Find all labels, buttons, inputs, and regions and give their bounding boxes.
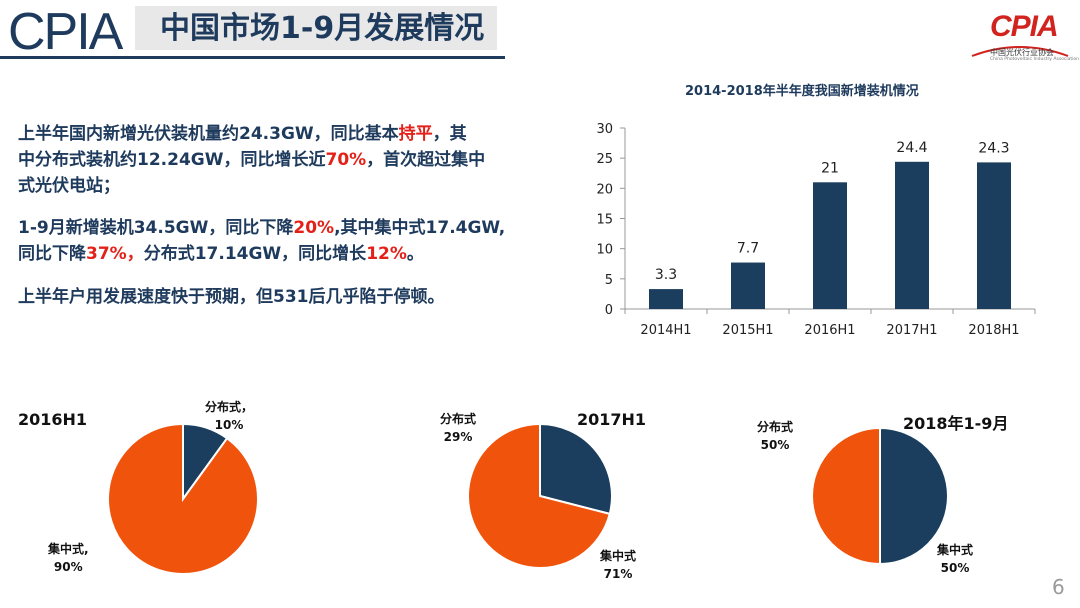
bar — [649, 289, 683, 309]
pie-label-centralized-2016: 集中式, 90% — [48, 540, 89, 576]
pie-label-centralized-2018: 集中式 50% — [937, 541, 973, 577]
x-tick-label: 2015H1 — [722, 323, 773, 338]
text: 同比下降 — [18, 244, 86, 264]
text: 中分布式装机约12.24GW，同比增长近 — [18, 150, 326, 170]
bar-value-label: 24.4 — [896, 140, 927, 156]
pie-slice — [467, 422, 611, 569]
x-tick-label: 2014H1 — [640, 323, 691, 338]
bar — [895, 161, 929, 309]
y-tick-label: 20 — [596, 182, 613, 197]
pie-slice — [539, 422, 613, 516]
y-tick-label: 30 — [596, 122, 613, 137]
slice-name: 集中式 — [600, 549, 637, 563]
text: 式光伏电站； — [18, 176, 120, 196]
text: 1-9月新增装机34.5GW，同比下降 — [18, 218, 294, 238]
cpia-logo: CPIA — [8, 3, 123, 61]
bar-chart-title: 2014-2018年半年度我国新增装机情况 — [685, 84, 919, 99]
pie-title-2018: 2018年1-9月 — [903, 414, 1009, 433]
slice-percent: 50% — [760, 438, 790, 452]
text: 。 — [406, 244, 424, 264]
pie-label-centralized-2017: 集中式 71% — [600, 547, 636, 583]
bar — [977, 162, 1011, 309]
y-tick-label: 0 — [605, 303, 613, 318]
pie-label-distributed-2018: 分布式 50% — [757, 418, 793, 454]
cpia-association-logo: CPIA — [990, 10, 1059, 43]
association-name: 中国光伏行业协会 — [990, 48, 1054, 57]
page-title: 中国市场1-9月发展情况 — [160, 11, 485, 46]
text: ，其 — [432, 124, 467, 144]
header-divider — [0, 56, 505, 59]
y-tick-label: 15 — [596, 213, 613, 228]
pie-label-distributed-2016: 分布式， 10% — [205, 398, 253, 434]
bar-value-label: 24.3 — [978, 140, 1009, 156]
text: 分布式17.14GW，同比增长 — [143, 244, 367, 264]
pie-label-distributed-2017: 分布式 29% — [440, 410, 476, 446]
logo-swoosh-icon — [971, 46, 1069, 57]
y-tick-label: 10 — [596, 243, 613, 258]
highlight-text: 37%， — [86, 244, 144, 264]
slice-name: 集中式 — [937, 543, 974, 557]
page-number: 6 — [1052, 575, 1065, 599]
pie-title-2017h1: 2017H1 — [577, 410, 647, 429]
highlight-text: 70% — [325, 150, 367, 170]
text: ，首次超过集中 — [366, 150, 486, 170]
x-tick-label: 2018H1 — [968, 323, 1019, 338]
slice-percent: 29% — [443, 430, 473, 444]
x-tick-label: 2017H1 — [886, 323, 937, 338]
x-tick-label: 2016H1 — [804, 323, 855, 338]
y-tick-label: 5 — [605, 273, 613, 288]
slice-percent: 71% — [603, 567, 633, 581]
bar-value-label: 3.3 — [655, 267, 677, 283]
slice-name: 集中式, — [48, 542, 89, 556]
pie-slice — [811, 426, 881, 566]
text: 上半年国内新增光伏装机量约24.3GW，同比基本 — [18, 124, 399, 144]
pie-slice — [879, 426, 949, 566]
bar-chart: 0 5 10 15 20 25 30 3.3 2014H1 7.7 2015H1 21 2016H1 24… — [596, 122, 1036, 338]
slice-name: 分布式， — [205, 400, 254, 414]
highlight-text: 12% — [366, 244, 407, 264]
pie-title-2016h1: 2016H1 — [18, 410, 88, 429]
y-tick-label: 25 — [596, 152, 613, 167]
paragraph-residential: 上半年户用发展速度快于预期，但531后几乎陷于停顿。 — [18, 284, 445, 310]
paragraph-1-9-summary: 1-9月新增装机34.5GW，同比下降20%,其中集中式17.4GW, 同比下降… — [18, 215, 505, 267]
association-name-en: China Photovoltaic Industry Association — [990, 57, 1080, 62]
slice-percent: 10% — [214, 418, 244, 432]
slice-percent: 90% — [53, 560, 83, 574]
bar — [731, 262, 765, 309]
slice-name: 分布式 — [757, 420, 794, 434]
text: ,其中集中式17.4GW, — [334, 218, 506, 238]
bar-value-label: 7.7 — [737, 241, 759, 257]
highlight-text: 持平 — [398, 124, 433, 144]
bar — [813, 182, 847, 309]
highlight-text: 20% — [293, 218, 335, 238]
paragraph-h1-summary: 上半年国内新增光伏装机量约24.3GW，同比基本持平，其 中分布式装机约12.2… — [18, 121, 485, 199]
slice-name: 分布式 — [440, 412, 477, 426]
pie-slice — [107, 422, 259, 575]
bar-value-label: 21 — [821, 160, 839, 176]
title-banner — [135, 6, 497, 50]
slice-percent: 50% — [940, 561, 970, 575]
text: 上半年户用发展速度快于预期，但531后几乎陷于停顿。 — [18, 287, 445, 307]
